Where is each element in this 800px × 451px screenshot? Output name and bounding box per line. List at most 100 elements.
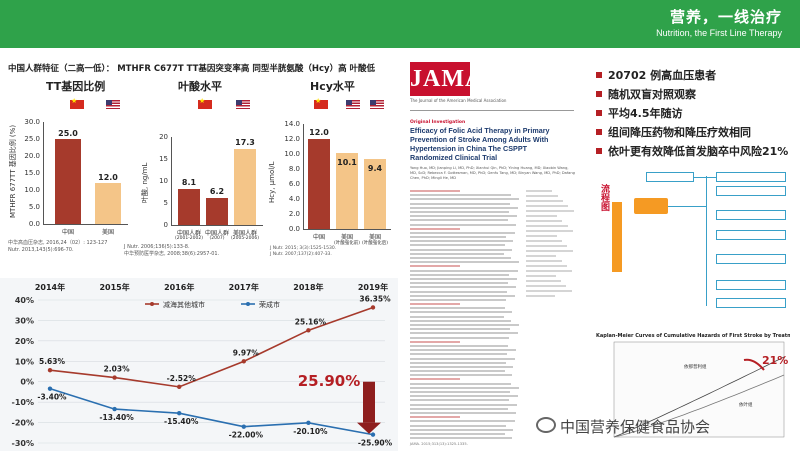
abstract-text-line [410, 261, 519, 264]
abstract-text-line [410, 210, 509, 213]
km-curve-control [613, 356, 785, 438]
flow-connector [668, 206, 706, 207]
trend-line-chart: 40% 30% 20% 10% 0% -10% -20% -30% 2014年 2015年 2016… [0, 278, 398, 451]
bar-usa-2005 [234, 149, 256, 225]
bar-china [308, 139, 330, 229]
flow-step [716, 186, 786, 196]
km-reduction-label: 21% [762, 354, 788, 367]
abstract-text-line [410, 437, 513, 440]
tick: 5.0 [28, 203, 40, 211]
x-subcategory: (2005-2006) [230, 236, 260, 241]
x-tick-label: 2016年 [164, 282, 194, 292]
flow-connector [706, 176, 707, 306]
abstract-text-line [410, 378, 460, 381]
tick: 10.0 [284, 150, 300, 158]
header-title: 营养，一线治疗 [669, 8, 782, 26]
tt-gene-panel: TT基因比例 MTHFR 677TT 基因比例 (%) 30.0 25.0 20… [8, 78, 133, 253]
annotation-arrow-head [357, 422, 381, 434]
abstract-text-line [410, 361, 506, 364]
tick: 4.0 [288, 195, 300, 203]
abstract-text-line [410, 332, 518, 335]
km-curve-treatment [613, 374, 785, 438]
abstract-text-line [410, 227, 460, 230]
tick: 15 [159, 155, 168, 163]
abstract-text-line [410, 407, 508, 410]
article-abstract [410, 190, 520, 440]
data-point [112, 406, 117, 412]
legend-marker [246, 302, 250, 306]
x-category: 美国 [368, 234, 381, 241]
y-tick-label: 30% [15, 316, 34, 325]
y-tick-label: 40% [15, 296, 34, 305]
data-point [112, 375, 117, 380]
km-reduction-arrow [743, 358, 765, 371]
tick: 12.0 [284, 135, 300, 143]
abstract-text-line [410, 432, 505, 435]
china-flag-icon [198, 97, 212, 109]
finding-item: 平均4.5年随访 [596, 104, 788, 123]
ref-line: Nutr. 2013,143(5):696-70. [8, 247, 74, 253]
study-flowchart: 流程图 [590, 168, 794, 328]
data-point [241, 424, 246, 429]
data-label: -15.40% [164, 417, 199, 426]
data-point [306, 328, 311, 333]
tick: 5 [163, 199, 168, 207]
tick: 25.0 [24, 135, 40, 143]
abstract-text-line [410, 403, 517, 406]
sidebar-text-line [526, 275, 556, 277]
header-subtitle: Nutrition, the First Line Therapy [656, 28, 782, 38]
sidebar-text-line [526, 240, 562, 242]
folate-title: 叶酸水平 [178, 80, 222, 93]
tick: 2.0 [288, 210, 300, 218]
flow-step [716, 254, 786, 264]
data-label: -13.40% [99, 413, 134, 422]
sidebar-text-line [526, 250, 573, 252]
data-point [177, 410, 182, 416]
usa-flag-icon [370, 100, 384, 109]
y-tick-label: -20% [12, 419, 34, 428]
data-label: -22.00% [229, 431, 264, 440]
abstract-text-line [410, 236, 506, 239]
bar-china [55, 139, 81, 224]
sidebar-text-line [526, 215, 558, 217]
bar-value: 17.3 [235, 138, 255, 147]
data-label: -2.52% [167, 374, 197, 383]
sidebar-text-line [526, 295, 556, 297]
abstract-text-line [410, 382, 512, 385]
randomization-box [612, 202, 622, 272]
abstract-text-line [410, 374, 513, 377]
data-point [306, 420, 311, 425]
references: J Nutr. 2006;136(5):133-8. 中华预防医学杂志, 200… [124, 244, 219, 258]
abstract-text-line [410, 206, 518, 209]
divider [410, 110, 574, 111]
abstract-text-line [410, 286, 516, 289]
abstract-text-line [410, 357, 515, 360]
x-axis [171, 225, 263, 226]
bar-usa-pre [336, 153, 358, 229]
tick: 30.0 [24, 118, 40, 126]
abstract-text-line [410, 386, 519, 389]
finding-item: 组间降压药物和降压疗效相同 [596, 123, 788, 142]
sidebar-text-line [526, 245, 568, 247]
abstract-text-line [410, 215, 517, 218]
abstract-text-line [410, 370, 505, 373]
article-authors: Yong Huo, MD; Jianping Li, MD, PhD; Xian… [410, 166, 575, 180]
data-label: -3.40% [37, 393, 67, 402]
ref-line: J Nutr. 2007;137(2):407-33. [270, 252, 332, 257]
flow-step [716, 280, 786, 290]
annotation-label: 25.90% [298, 372, 360, 390]
tt-gene-ylabel: MTHFR 677TT 基因比例 (%) [9, 124, 17, 218]
tick: 0.0 [28, 220, 40, 228]
y-tick-label: 20% [15, 337, 34, 346]
abstract-text-line [410, 424, 506, 427]
y-axis [43, 122, 44, 224]
data-label: 36.35% [359, 294, 391, 303]
sidebar-text-line [526, 280, 562, 282]
x-axis [303, 229, 391, 230]
x-category: 中国 [61, 229, 74, 236]
abstract-text-line [410, 315, 504, 318]
article-title: Efficacy of Folic Acid Therapy in Primar… [410, 126, 550, 162]
wechat-icon [536, 417, 556, 433]
data-label: 9.97% [233, 348, 260, 357]
abstract-text-line [410, 336, 509, 339]
